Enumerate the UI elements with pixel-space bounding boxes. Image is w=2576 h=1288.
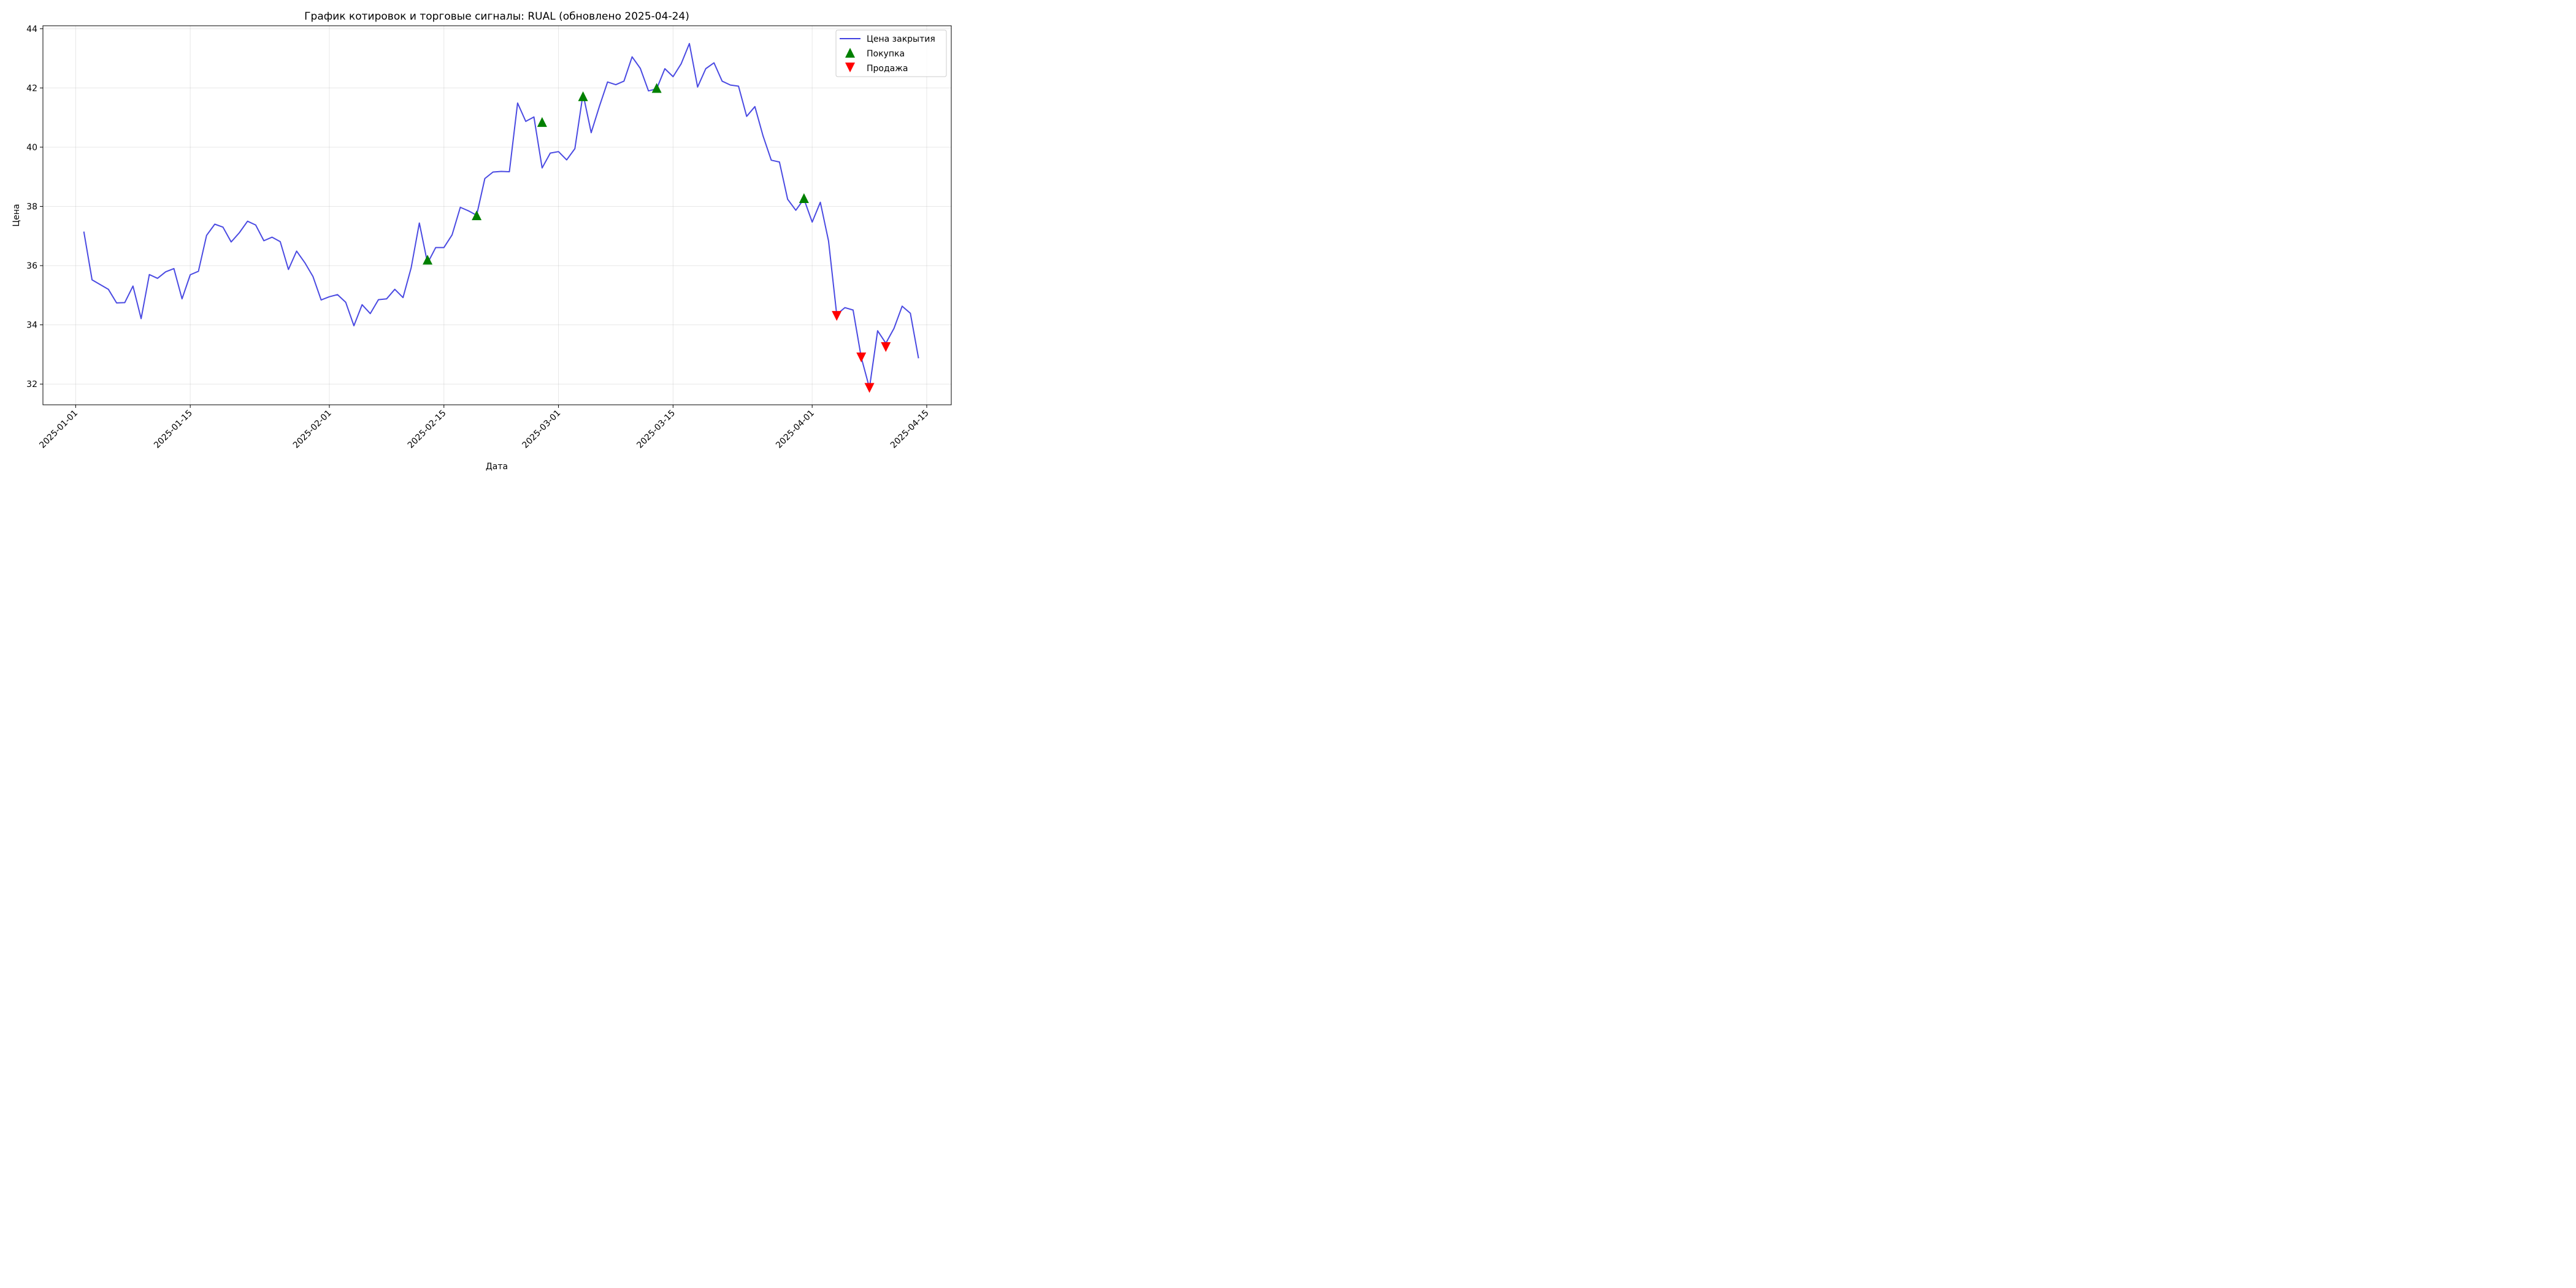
buy-signal-marker	[651, 83, 662, 93]
y-tick-label: 44	[26, 25, 37, 34]
close-price-line	[83, 43, 919, 389]
chart-title: График котировок и торговые сигналы: RUA…	[304, 10, 689, 23]
y-axis: 32 34 36 38 40 42 44	[26, 25, 43, 389]
y-tick-label: 40	[26, 143, 37, 153]
legend-close-label: Цена закрытия	[867, 34, 935, 44]
legend: Цена закрытия Покупка Продажа	[835, 29, 947, 77]
y-tick-label: 34	[26, 321, 37, 331]
price-chart: 2025-01-01 2025-01-15 2025-02-01 2025-02-15…	[0, 0, 962, 481]
legend-buy-marker	[845, 48, 855, 58]
close-price-series	[83, 43, 919, 389]
legend-sell-marker	[845, 63, 855, 72]
signal-markers	[423, 83, 891, 393]
y-tick-label: 42	[26, 83, 37, 93]
sell-signal-marker	[832, 311, 842, 321]
y-tick-label: 36	[26, 261, 37, 271]
sell-signal-marker	[881, 342, 891, 352]
y-tick-label: 38	[26, 202, 37, 212]
legend-buy-label: Покупка	[867, 49, 905, 59]
buy-signal-marker	[578, 91, 588, 101]
legend-box	[835, 29, 947, 77]
grid	[43, 26, 951, 405]
y-tick-label: 32	[26, 380, 37, 389]
buy-signal-marker	[799, 193, 809, 203]
sell-signal-marker	[864, 383, 875, 393]
x-axis-label: Дата	[486, 462, 508, 472]
plot-frame	[42, 25, 952, 405]
buy-signal-marker	[423, 255, 433, 265]
buy-signal-marker	[472, 210, 482, 220]
buy-signal-marker	[537, 117, 547, 127]
sell-signal-marker	[856, 352, 867, 362]
y-axis-label: Цена	[12, 204, 21, 226]
legend-sell-label: Продажа	[867, 64, 908, 74]
